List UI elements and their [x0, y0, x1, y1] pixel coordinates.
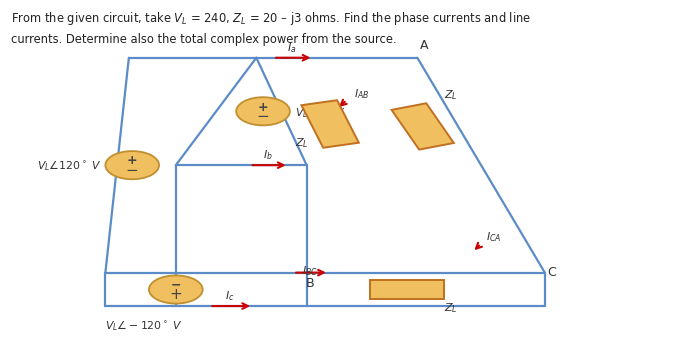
Text: C: C: [548, 266, 556, 279]
Text: −: −: [257, 109, 269, 124]
Text: $Z_L$: $Z_L$: [444, 88, 458, 102]
Text: $I_{AB}$: $I_{AB}$: [354, 87, 370, 101]
Text: −: −: [171, 279, 181, 292]
Circle shape: [106, 151, 159, 179]
Text: $I_{BC}$: $I_{BC}$: [302, 264, 318, 278]
Text: B: B: [306, 277, 314, 290]
Text: $V_L\angle120^\circ$ V: $V_L\angle120^\circ$ V: [37, 158, 101, 173]
Circle shape: [236, 97, 290, 125]
Text: +: +: [127, 154, 137, 168]
Text: +: +: [258, 100, 268, 114]
Text: +: +: [169, 287, 182, 302]
Bar: [370, 280, 444, 299]
Text: A: A: [420, 39, 429, 53]
Text: $I_c$: $I_c$: [225, 289, 234, 303]
Bar: [391, 103, 454, 149]
Text: From the given circuit, take $V_L$ = 240, $Z_L$ = 20 – j3 ohms. Find the phase c: From the given circuit, take $V_L$ = 240…: [12, 10, 531, 46]
Text: $I_b$: $I_b$: [263, 148, 273, 162]
Bar: [301, 100, 359, 148]
Text: −: −: [126, 163, 139, 178]
Text: $Z_L$: $Z_L$: [444, 301, 458, 315]
Text: $V_L\angle0^\circ$ V: $V_L\angle0^\circ$ V: [295, 106, 345, 120]
Text: $Z_L$: $Z_L$: [295, 136, 309, 150]
Text: $I_{CA}$: $I_{CA}$: [486, 230, 501, 244]
Circle shape: [149, 275, 202, 304]
Text: $V_L\angle-120^\circ$ V: $V_L\angle-120^\circ$ V: [106, 318, 183, 333]
Text: $I_a$: $I_a$: [287, 41, 297, 55]
